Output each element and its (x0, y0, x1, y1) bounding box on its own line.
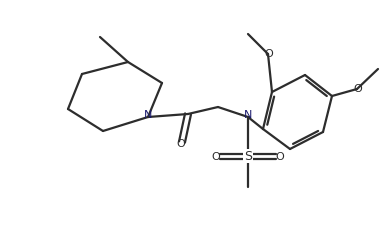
Text: N: N (144, 110, 152, 119)
Text: O: O (176, 138, 185, 148)
Text: O: O (276, 151, 284, 161)
Text: N: N (244, 110, 252, 119)
Text: O: O (354, 84, 362, 94)
Text: O: O (212, 151, 220, 161)
Text: O: O (265, 49, 273, 59)
Text: S: S (244, 150, 252, 163)
